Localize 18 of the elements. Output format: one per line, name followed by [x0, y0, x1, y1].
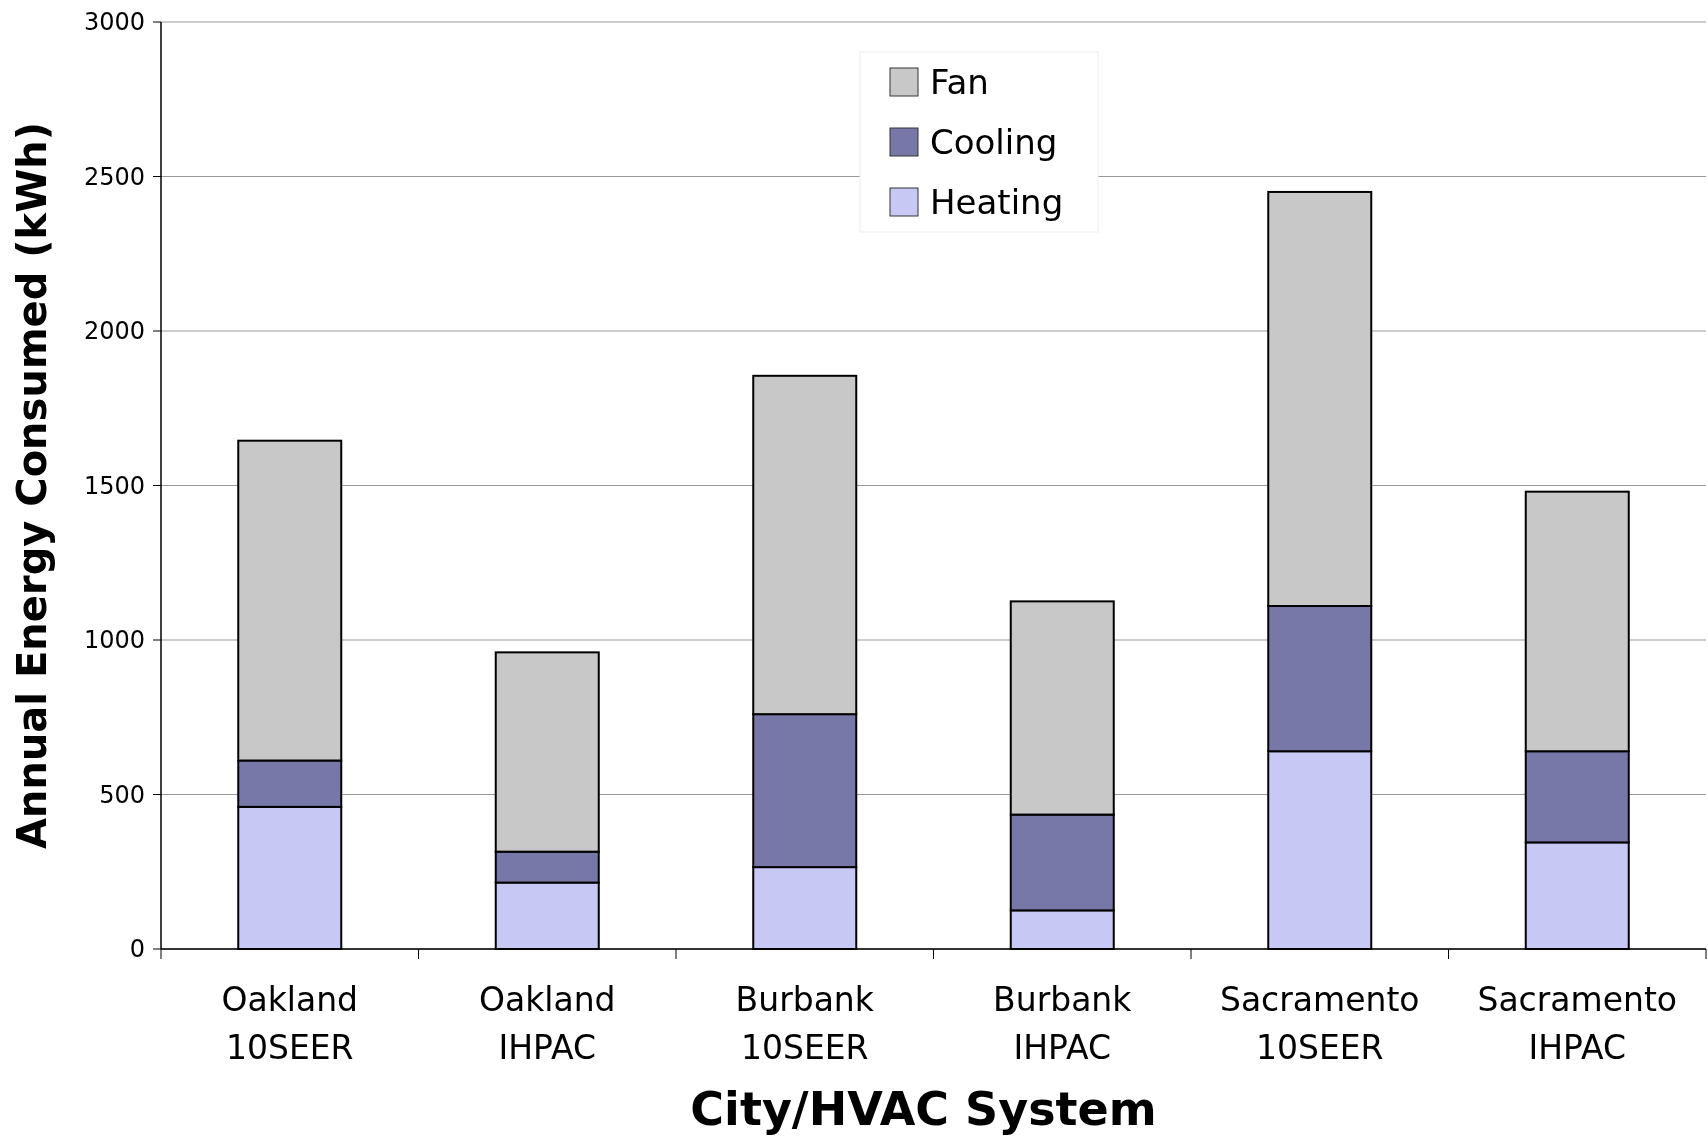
- x-tick-label: Sacramento IHPAC: [1477, 980, 1678, 1067]
- y-tick-label: 1000: [83, 626, 145, 655]
- x-axis-title: City/HVAC System: [690, 1082, 1157, 1136]
- legend-label: Cooling: [930, 121, 1058, 162]
- y-tick-label: 500: [99, 780, 145, 809]
- y-tick-label: 1500: [83, 471, 145, 500]
- x-tick-label: Oakland 10SEER: [221, 980, 359, 1067]
- x-tick-label: Burbank 10SEER: [735, 980, 875, 1067]
- x-tick-label: Oakland IHPAC: [478, 980, 616, 1067]
- y-axis-title: Annual Energy Consumed (kWh): [9, 121, 55, 850]
- legend-label: Heating: [930, 181, 1064, 222]
- x-tick-label: Sacramento 10SEER: [1219, 980, 1420, 1067]
- y-tick-label: 2500: [83, 162, 145, 191]
- y-tick-label: 0: [129, 935, 145, 964]
- y-tick-label: 3000: [83, 8, 145, 37]
- y-tick-label: 2000: [83, 317, 145, 346]
- legend-label: Fan: [930, 61, 989, 102]
- x-tick-label: Burbank IHPAC: [993, 980, 1133, 1067]
